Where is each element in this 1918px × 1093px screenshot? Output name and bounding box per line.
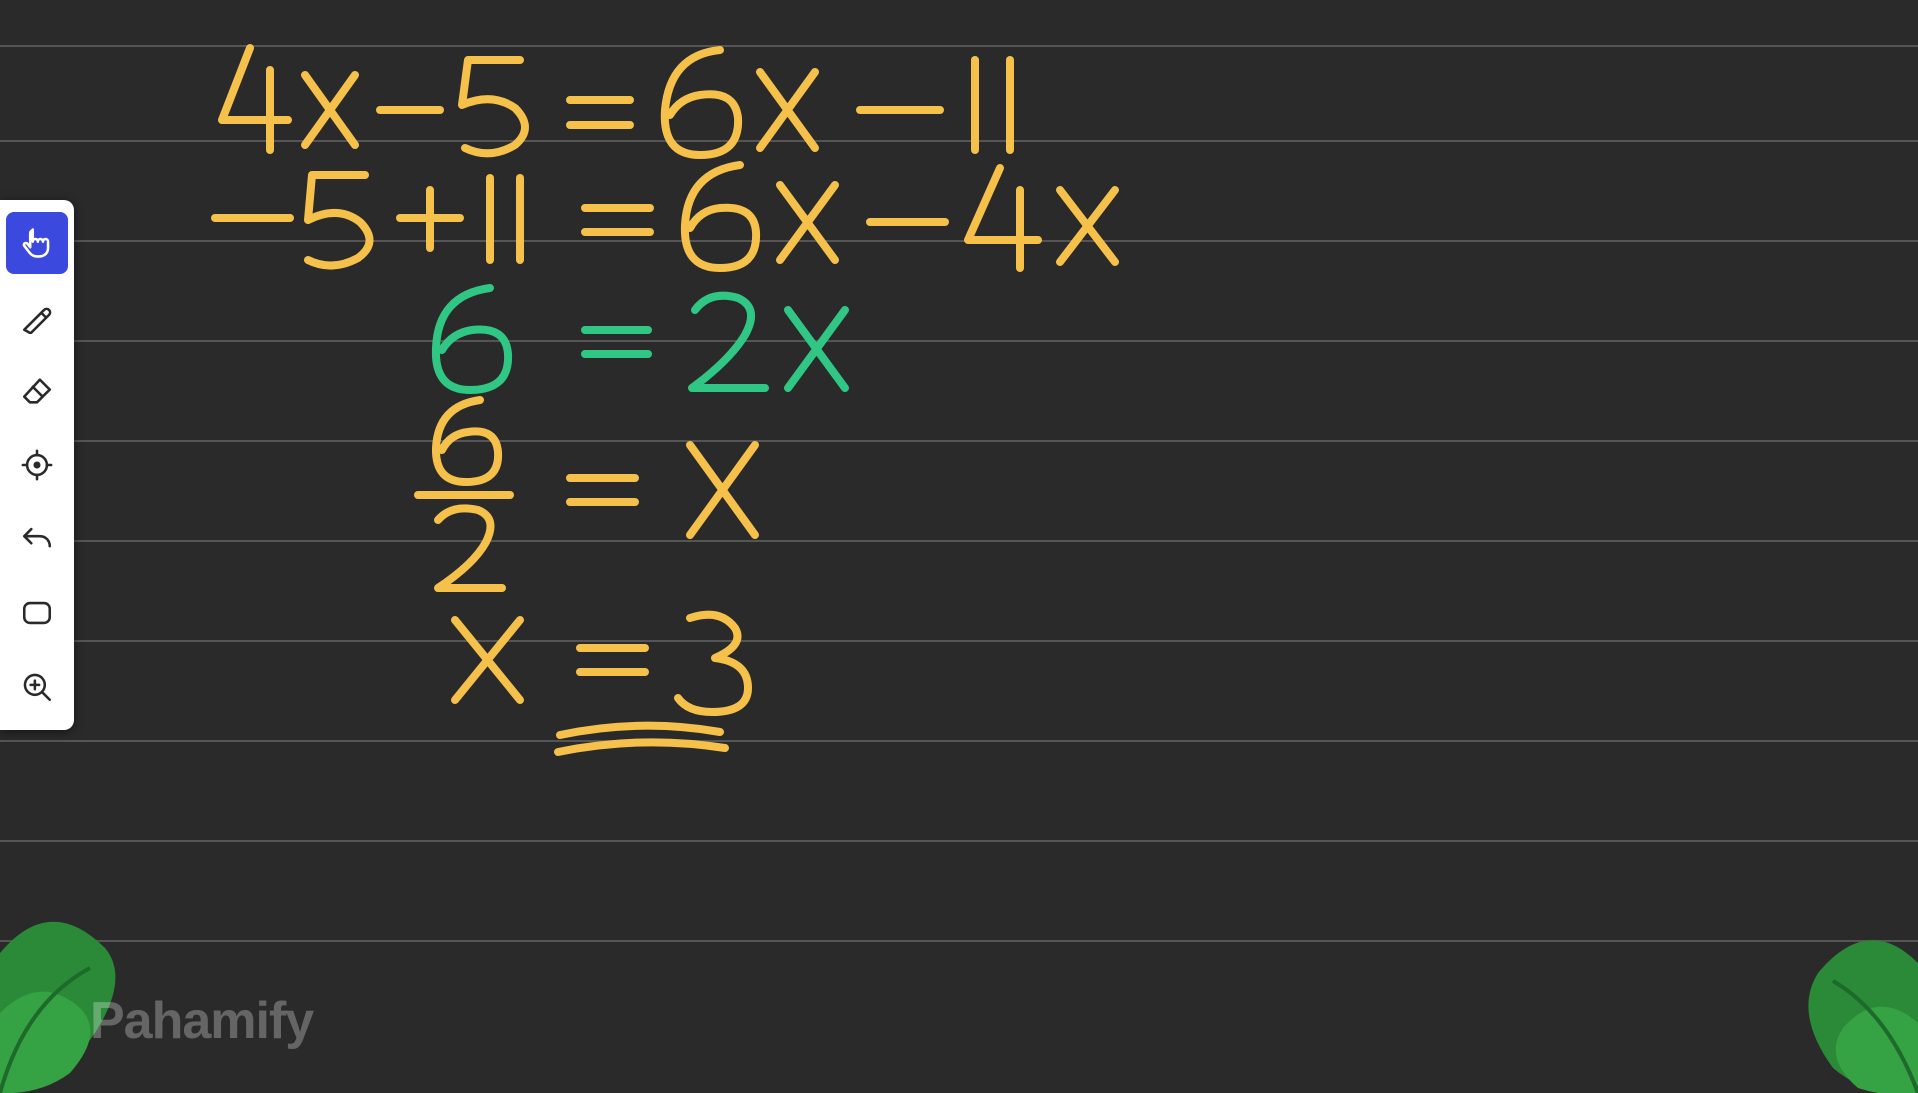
undo-tool-button[interactable] — [6, 508, 68, 570]
eraser-icon — [20, 374, 54, 408]
handwriting-layer — [0, 0, 1918, 1093]
zoom-tool-button[interactable] — [6, 656, 68, 718]
pen-icon — [20, 300, 54, 334]
eraser-tool-button[interactable] — [6, 360, 68, 422]
rounded-rect-icon — [20, 596, 54, 630]
ruled-line — [0, 840, 1918, 842]
ruled-line — [0, 940, 1918, 942]
leaf-decoration-right — [1748, 873, 1918, 1093]
undo-icon — [20, 522, 54, 556]
equation-line-2 — [215, 165, 1115, 268]
zoom-in-icon — [20, 670, 54, 704]
ruled-line — [0, 640, 1918, 642]
ruled-line — [0, 440, 1918, 442]
shape-tool-button[interactable] — [6, 582, 68, 644]
ruled-line — [0, 340, 1918, 342]
watermark-text: Pahamify — [90, 991, 313, 1051]
pointer-tool-button[interactable] — [6, 212, 68, 274]
watermark-logo: Pahamify — [90, 993, 313, 1053]
equation-line-3 — [436, 288, 845, 390]
ruled-line — [0, 240, 1918, 242]
tool-palette — [0, 200, 74, 730]
laser-tool-button[interactable] — [6, 434, 68, 496]
ruled-line — [0, 45, 1918, 47]
pen-tool-button[interactable] — [6, 286, 68, 348]
ruled-line — [0, 740, 1918, 742]
equation-line-4 — [418, 400, 755, 588]
pointer-icon — [20, 226, 54, 260]
ruled-line — [0, 540, 1918, 542]
leaf-decoration-left — [0, 833, 200, 1093]
ruled-line — [0, 140, 1918, 142]
target-icon — [20, 448, 54, 482]
equation-line-5 — [455, 615, 748, 752]
equation-line-1 — [222, 48, 1010, 155]
